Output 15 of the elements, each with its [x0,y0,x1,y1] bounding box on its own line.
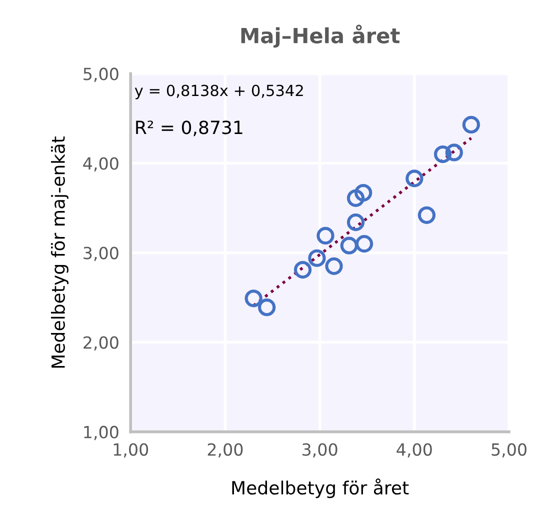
y-tick-label: 1,00 [84,426,118,440]
x-tick-label: 5,00 [492,443,526,458]
annotation: R² = 0,8731 [136,120,242,136]
y-axis-title: Medelbetyg för maj-enkät [51,136,68,368]
x-tick-label: 2,00 [208,443,243,458]
y-tick-label: 2,00 [84,336,118,351]
annotation: y = 0,8138x + 0,5342 [134,84,303,100]
x-axis-title: Medelbetyg för året [232,478,409,498]
chart-title: Maj–Hela året [241,24,400,48]
y-tick-label: 4,00 [83,157,118,172]
y-tick-label: 3,00 [84,246,118,262]
y-tick-label: 5,00 [84,68,118,82]
x-tick-label: 3,00 [302,443,338,458]
x-tick-label: 1,00 [114,443,148,458]
x-tick-label: 4,00 [396,443,432,458]
